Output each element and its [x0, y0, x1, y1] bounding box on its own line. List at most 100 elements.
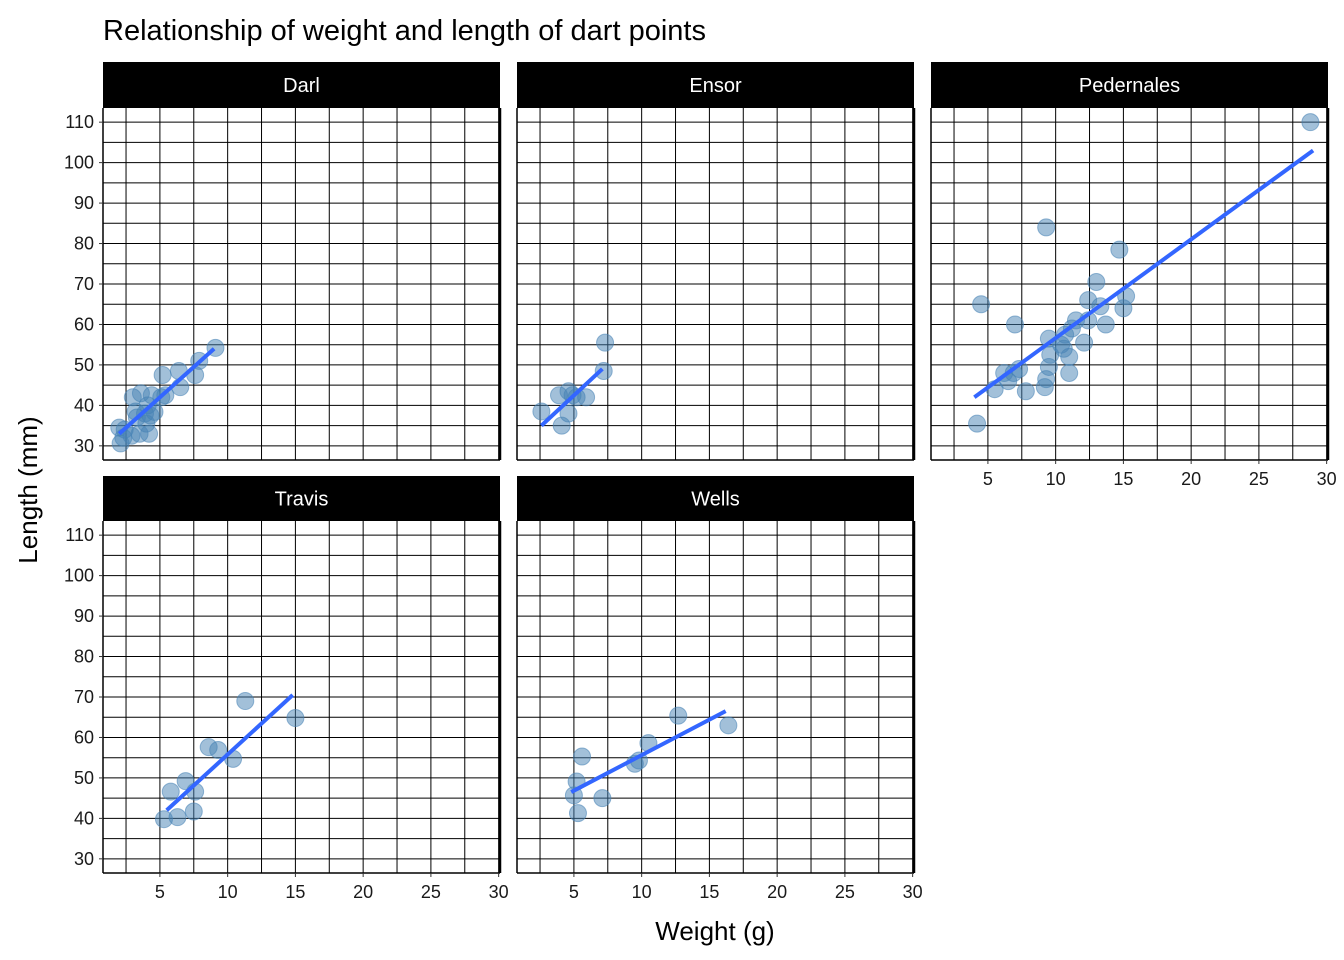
strip-wells — [517, 476, 914, 521]
data-point — [176, 772, 195, 791]
grid-pedernales — [931, 108, 1328, 460]
y-tick-label: 100 — [64, 566, 94, 586]
data-point — [153, 366, 172, 385]
facet-panels: Darl 30 40 50 60 70 80 90 100 110 Ensor Pedernales 5… — [64, 62, 1337, 902]
data-point — [577, 388, 596, 407]
chart-title: Relationship of weight and length of dar… — [103, 15, 706, 47]
x-tick-label: 30 — [903, 882, 923, 902]
strip-travis — [103, 476, 500, 521]
y-axis-title: Length (mm) — [13, 416, 43, 563]
y-tick-label: 60 — [74, 727, 94, 747]
data-point — [1060, 364, 1079, 383]
x-tick-label: 10 — [1046, 469, 1066, 489]
trend-line-darl — [117, 347, 216, 436]
y-tick-label: 60 — [74, 314, 94, 334]
data-point — [1110, 240, 1129, 259]
strip-label-darl: Darl — [283, 75, 320, 97]
data-point — [286, 709, 305, 728]
panel-wells: Wells 5 10 15 20 25 30 — [516, 476, 923, 902]
points-travis — [154, 692, 305, 829]
x-tick-label: 25 — [1249, 469, 1269, 489]
panel-travis: Travis 5 10 15 20 25 30 30 40 50 60 70 80 90 100 110 — [64, 476, 509, 902]
strip-darl — [103, 62, 500, 108]
data-point — [168, 808, 187, 827]
y-tick-label: 40 — [74, 808, 94, 828]
data-point — [1037, 218, 1056, 237]
x-tick-label: 25 — [835, 882, 855, 902]
data-point — [1096, 315, 1115, 334]
data-point — [209, 741, 228, 760]
y-tick-label: 50 — [74, 355, 94, 375]
y-tick-label: 80 — [74, 234, 94, 254]
x-tick-label: 30 — [489, 882, 509, 902]
data-point — [236, 692, 255, 711]
y-tick-label: 110 — [65, 525, 94, 545]
data-point — [131, 384, 150, 403]
data-point — [596, 333, 615, 352]
panel-darl: Darl 30 40 50 60 70 80 90 100 110 — [64, 62, 502, 461]
strip-label-pedernales: Pedernales — [1079, 75, 1180, 97]
y-tick-label: 110 — [65, 112, 94, 132]
x-tick-label: 5 — [155, 882, 165, 902]
data-point — [1301, 113, 1320, 132]
data-point — [1016, 382, 1035, 401]
data-point — [719, 716, 738, 735]
x-tick-label: 20 — [353, 882, 373, 902]
trend-line-pedernales — [973, 148, 1315, 399]
y-tick-label: 40 — [74, 395, 94, 415]
x-tick-label: 10 — [632, 882, 652, 902]
trend-line-ensor — [540, 367, 604, 428]
x-tick-label: 25 — [421, 882, 441, 902]
x-tick-label: 15 — [285, 882, 305, 902]
x-tick-label: 5 — [983, 469, 993, 489]
x-tick-label: 15 — [1113, 469, 1133, 489]
strip-ensor — [517, 62, 914, 108]
panel-pedernales: Pedernales 5 10 15 20 25 30 — [930, 62, 1337, 489]
trend-line-travis — [165, 693, 295, 812]
data-point — [559, 404, 578, 423]
data-point — [1087, 272, 1106, 291]
data-point — [161, 782, 180, 801]
y-tick-label: 30 — [74, 849, 94, 869]
x-tick-label: 20 — [767, 882, 787, 902]
data-point — [532, 402, 551, 421]
panel-ensor: Ensor — [516, 62, 916, 461]
strip-pedernales — [931, 62, 1328, 108]
data-point — [593, 789, 612, 808]
data-point — [594, 361, 613, 380]
strip-label-wells: Wells — [691, 489, 740, 511]
grid-darl — [103, 108, 500, 460]
trend-line-wells — [570, 709, 727, 794]
data-point — [972, 295, 991, 314]
data-point — [968, 414, 987, 433]
strip-label-ensor: Ensor — [689, 75, 742, 97]
data-point — [568, 804, 587, 823]
x-tick-label: 5 — [569, 882, 579, 902]
x-tick-label: 20 — [1181, 469, 1201, 489]
y-tick-label: 100 — [64, 153, 94, 173]
x-tick-label: 30 — [1317, 469, 1337, 489]
data-point — [1006, 315, 1025, 334]
x-axis-title: Weight (g) — [655, 916, 774, 946]
data-point — [1075, 333, 1094, 352]
data-point — [1060, 347, 1079, 366]
data-point — [573, 747, 592, 766]
y-tick-label: 50 — [74, 768, 94, 788]
strip-label-travis: Travis — [275, 489, 329, 511]
points-pedernales — [968, 113, 1320, 433]
data-point — [669, 706, 688, 725]
x-tick-label: 15 — [699, 882, 719, 902]
y-tick-label: 70 — [74, 687, 94, 707]
grid-ensor — [517, 108, 914, 460]
y-tick-label: 80 — [74, 647, 94, 667]
points-wells — [564, 706, 738, 823]
data-point — [184, 802, 203, 821]
grid-wells — [517, 521, 914, 873]
y-tick-label: 90 — [74, 193, 94, 213]
points-ensor — [532, 333, 615, 435]
x-tick-label: 10 — [218, 882, 238, 902]
y-tick-label: 70 — [74, 274, 94, 294]
y-tick-label: 90 — [74, 606, 94, 626]
y-tick-label: 30 — [74, 436, 94, 456]
